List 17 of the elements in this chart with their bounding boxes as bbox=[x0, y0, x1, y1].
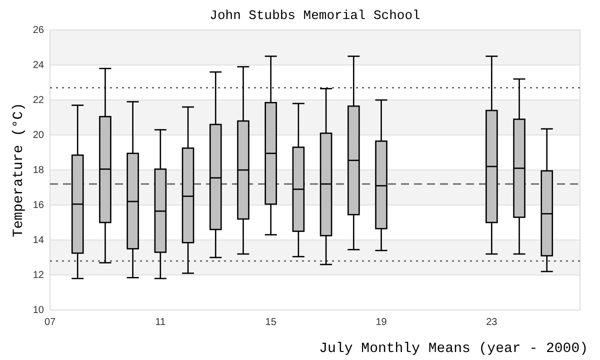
y-tick-label: 14 bbox=[32, 235, 44, 246]
y-tick-label: 12 bbox=[32, 270, 44, 282]
y-tick-label: 26 bbox=[32, 25, 44, 36]
y-tick-label: 10 bbox=[32, 305, 44, 316]
chart-title: John Stubbs Memorial School bbox=[210, 8, 421, 23]
x-tick-label: 15 bbox=[265, 317, 277, 328]
x-tick-label: 19 bbox=[376, 317, 388, 328]
y-tick-label: 18 bbox=[32, 165, 44, 176]
y-tick-label: 22 bbox=[32, 95, 44, 106]
y-axis-title: Temperature (°C) bbox=[11, 102, 27, 238]
y-tick-label: 24 bbox=[32, 60, 44, 72]
y-tick-label: 20 bbox=[32, 130, 44, 142]
x-tick-label: 11 bbox=[155, 317, 166, 328]
x-axis-title: July Monthly Means (year - 2000) bbox=[319, 341, 588, 357]
x-tick-label: 23 bbox=[486, 317, 498, 328]
x-tick-label: 07 bbox=[44, 317, 56, 328]
y-tick-label: 16 bbox=[32, 200, 44, 212]
